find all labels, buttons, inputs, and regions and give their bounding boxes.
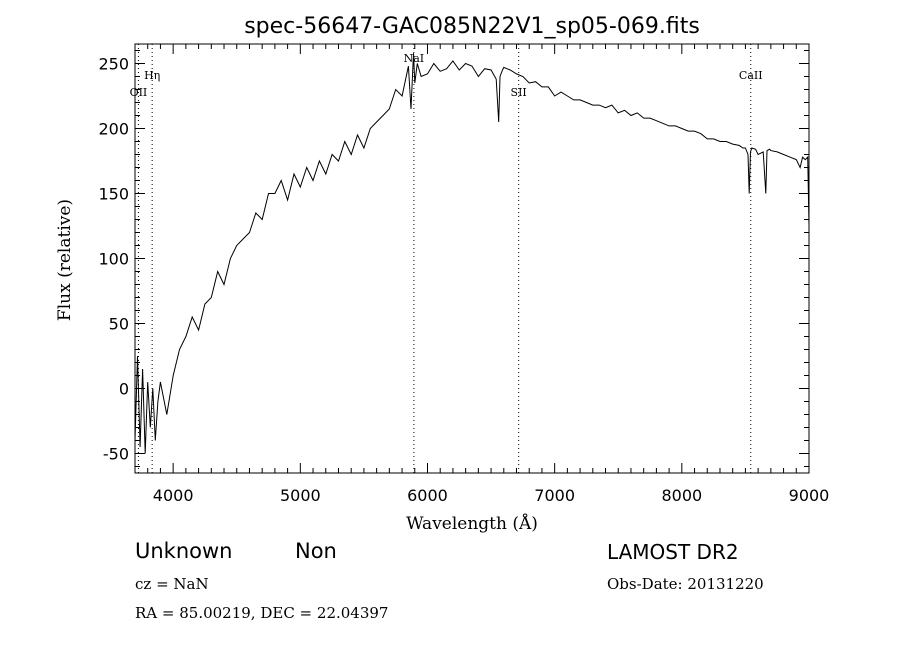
y-tick-label: 0 xyxy=(119,380,129,399)
y-tick-label: -50 xyxy=(103,445,129,464)
chart-title: spec-56647-GAC085N22V1_sp05-069.fits xyxy=(244,14,700,39)
x-tick-label: 4000 xyxy=(153,486,194,505)
obs-date-text: Obs-Date: 20131220 xyxy=(607,575,764,593)
x-axis-label: Wavelength (Å) xyxy=(406,513,538,534)
x-tick-label: 8000 xyxy=(661,486,702,505)
spectral-line-label: SII xyxy=(511,86,527,99)
object-subclass: Non xyxy=(295,539,337,563)
y-tick-label: 150 xyxy=(98,185,129,204)
x-axis-ticks: 4000 5000 6000 7000 8000 9000 xyxy=(147,44,830,505)
spectral-line-label: OII xyxy=(130,86,148,99)
y-axis-ticks: -50 0 50 100 150 200 250 xyxy=(98,50,809,467)
spectral-line-label: Hη xyxy=(144,69,160,82)
x-tick-label: 9000 xyxy=(789,486,830,505)
object-class: Unknown xyxy=(135,539,233,563)
y-tick-label: 250 xyxy=(98,55,129,74)
x-tick-label: 5000 xyxy=(280,486,321,505)
spectrum-line xyxy=(134,53,810,454)
y-tick-label: 50 xyxy=(109,315,129,334)
x-tick-label: 6000 xyxy=(407,486,448,505)
redshift-text: cz = NaN xyxy=(135,575,209,593)
y-tick-label: 100 xyxy=(98,250,129,269)
coordinates-text: RA = 85.00219, DEC = 22.04397 xyxy=(135,604,389,622)
survey-label: LAMOST DR2 xyxy=(607,540,739,564)
y-tick-label: 200 xyxy=(98,120,129,139)
y-axis-label: Flux (relative) xyxy=(55,199,75,321)
x-tick-label: 7000 xyxy=(534,486,575,505)
plot-frame xyxy=(134,43,810,474)
spectral-line-label: CaII xyxy=(739,69,763,82)
